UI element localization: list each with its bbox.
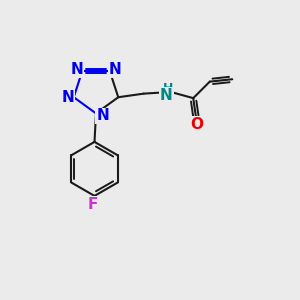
Text: N: N bbox=[61, 90, 74, 105]
Text: N: N bbox=[70, 62, 83, 77]
Text: H: H bbox=[163, 82, 173, 95]
Text: F: F bbox=[88, 197, 98, 212]
Text: N: N bbox=[160, 88, 172, 103]
Text: O: O bbox=[190, 117, 203, 132]
Text: N: N bbox=[96, 108, 109, 123]
Text: N: N bbox=[109, 62, 122, 77]
